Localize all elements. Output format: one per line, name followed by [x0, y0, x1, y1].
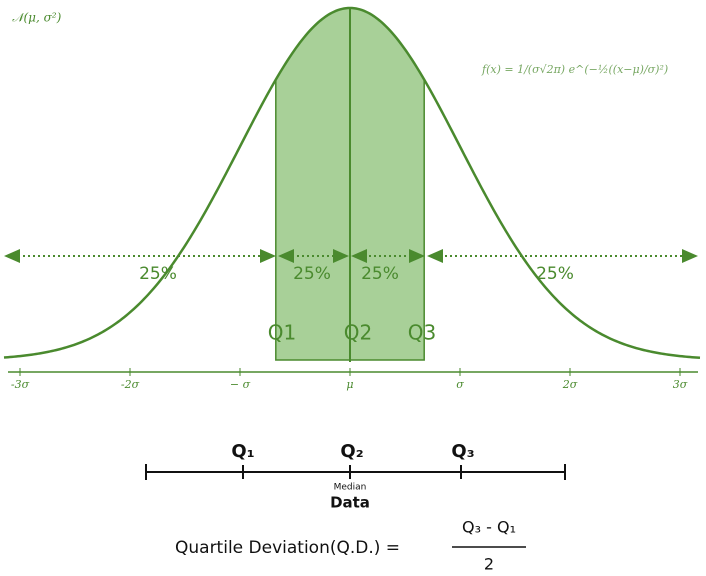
- data-line: [145, 464, 566, 480]
- quartile-label: Q₂: [340, 441, 363, 462]
- axis-label: 3σ: [673, 378, 688, 391]
- formula-denominator: 2: [484, 555, 494, 574]
- share-label: 25%: [361, 264, 399, 284]
- share-label: 25%: [139, 264, 177, 284]
- quartile-label: Q1: [268, 321, 296, 345]
- axis-label: − σ: [230, 378, 251, 391]
- normal-curve: [3, 6, 701, 361]
- density-formula: f(x) = 1/(σ√2π) e^(−½((x−μ)/σ)²): [481, 63, 668, 76]
- formula-numerator: Q₃ - Q₁: [462, 518, 516, 537]
- distribution-label: 𝒩(μ, σ²): [12, 11, 62, 25]
- median-label: Median: [334, 483, 367, 493]
- quartile-label: Q3: [408, 321, 436, 345]
- axis-label: σ: [456, 378, 464, 391]
- curve-line: [3, 6, 701, 360]
- quartile-label: Q₃: [451, 441, 474, 462]
- formula-text: Quartile Deviation(Q.D.) =: [175, 538, 400, 558]
- share-labels: 25% 25% 25% 25%: [139, 264, 574, 284]
- share-label: 25%: [536, 264, 574, 284]
- quartile-label: Q2: [344, 321, 372, 345]
- axis-label: μ: [346, 378, 353, 391]
- data-quartiles: Q₁ Q₂ Q₃: [231, 441, 474, 462]
- share-label: 25%: [293, 264, 331, 284]
- arrowheads: [4, 249, 698, 263]
- data-label: Data: [330, 494, 370, 512]
- quartile-label: Q₁: [231, 441, 254, 462]
- axis-label: -2σ: [121, 378, 140, 391]
- axis-label: 2σ: [562, 378, 578, 391]
- axis-labels: -3σ -2σ − σ μ σ 2σ 3σ: [11, 368, 688, 391]
- quartile-labels: Q1 Q2 Q3: [268, 321, 436, 345]
- axis-label: -3σ: [11, 378, 30, 391]
